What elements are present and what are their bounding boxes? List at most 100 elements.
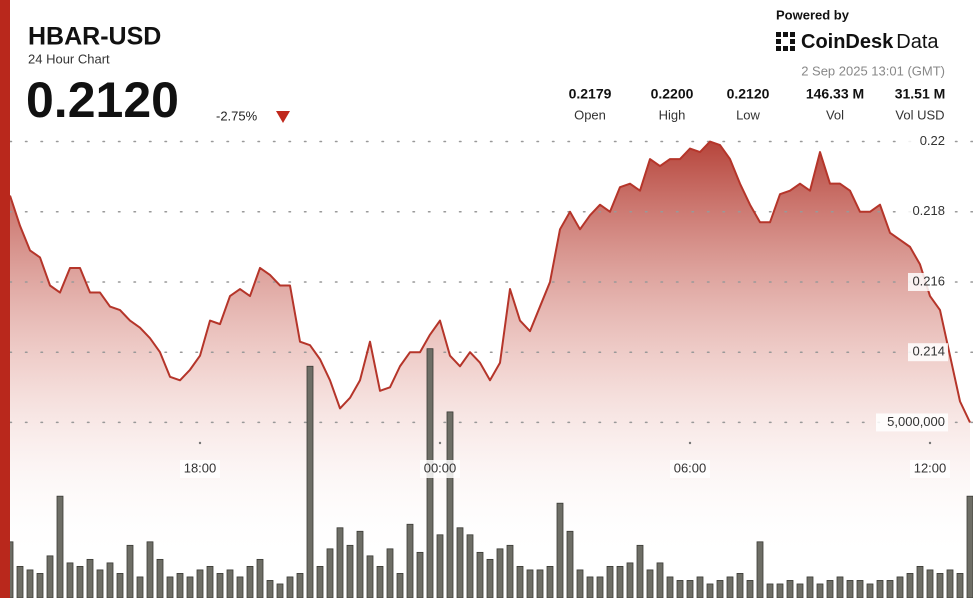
volume-bar: [436, 534, 444, 598]
volume-bar: [46, 555, 54, 598]
volume-bar: [76, 565, 84, 598]
logo-icon: [776, 32, 795, 51]
volume-bar: [546, 565, 554, 598]
volume-bar: [646, 569, 654, 598]
volume-bar: [536, 569, 544, 598]
stat-label: Open: [574, 107, 606, 122]
x-tick-mark: [438, 441, 442, 445]
volume-bar: [906, 573, 914, 598]
down-arrow: [276, 111, 290, 123]
stat-value: 0.2200: [651, 86, 694, 102]
volume-bar: [196, 569, 204, 598]
volume-bar: [676, 580, 684, 598]
y-tick-label: 0.216: [912, 273, 945, 288]
x-tick-label: 18:00: [184, 460, 217, 475]
volume-bar: [786, 580, 794, 598]
stat-value: 146.33 M: [806, 86, 864, 102]
volume-bar: [556, 502, 564, 598]
powered-by: Powered by: [776, 7, 850, 22]
volume-bar: [316, 565, 324, 598]
volume-bar: [696, 576, 704, 598]
volume-bar: [766, 583, 774, 598]
volume-bar: [366, 555, 374, 598]
price-line: [9, 140, 971, 423]
volume-bar: [726, 576, 734, 598]
volume-bar: [326, 548, 334, 598]
volume-bar: [216, 573, 224, 598]
volume-bar: [886, 580, 894, 598]
volume-bar: [746, 580, 754, 598]
volume-bar: [476, 551, 484, 598]
volume-bar: [576, 569, 584, 598]
volume-bar: [276, 583, 284, 598]
volume-bar: [386, 548, 394, 598]
price-area: [10, 141, 970, 598]
volume-bar: [666, 576, 674, 598]
volume-bar: [16, 565, 24, 598]
volume-bar: [146, 541, 154, 598]
volume-bar: [686, 580, 694, 598]
volume-bar: [256, 558, 264, 598]
volume-bar: [186, 576, 194, 598]
volume-bar: [516, 565, 524, 598]
volume-bar: [36, 573, 44, 598]
volume-bar: [266, 580, 274, 598]
tick-label-bg: [908, 343, 948, 362]
volume-bar: [206, 565, 214, 598]
volume-bar: [836, 576, 844, 598]
tick-label-bg: [420, 460, 460, 478]
tick-label-bg: [908, 202, 948, 221]
change: -2.75%: [216, 108, 258, 123]
volume-bar: [636, 544, 644, 598]
tick-label-bg: [908, 272, 948, 291]
volume-bar: [116, 573, 124, 598]
volume-bar: [916, 565, 924, 598]
volume-bar: [806, 576, 814, 598]
volume-bar: [236, 576, 244, 598]
volume-bar: [96, 569, 104, 598]
volume-bar: [926, 569, 934, 598]
stat-value: 0.2179: [569, 86, 612, 102]
x-tick-label: 06:00: [674, 460, 707, 475]
volume-bar: [856, 580, 864, 598]
x-tick-mark: [688, 441, 692, 445]
volume-bar: [846, 580, 854, 598]
volume-bar: [416, 551, 424, 598]
volume-bar: [966, 495, 973, 598]
volume-bar: [796, 583, 804, 598]
x-tick-label: 00:00: [424, 460, 457, 475]
volume-bar: [656, 562, 664, 598]
volume-bar: [946, 569, 954, 598]
volume-bar: [176, 573, 184, 598]
volume-bar: [56, 495, 64, 598]
volume-bar: [596, 576, 604, 598]
x-tick-label: 12:00: [914, 460, 947, 475]
accent-bar: [0, 0, 10, 598]
volume-bar: [296, 573, 304, 598]
volume-bar: [456, 527, 464, 598]
tick-label-bg: [180, 460, 220, 478]
volume-bar: [356, 530, 364, 598]
volume-bar: [586, 576, 594, 598]
volume-bar: [896, 576, 904, 598]
volume-bar: [336, 527, 344, 598]
volume-bar: [526, 569, 534, 598]
volume-bar: [716, 580, 724, 598]
volume-bar: [446, 411, 454, 598]
stat-label: Low: [736, 107, 760, 122]
tick-label-bg: [876, 413, 948, 432]
volume-bar: [126, 544, 134, 598]
volume-bar: [166, 576, 174, 598]
volume-bar: [506, 544, 514, 598]
stat-label: Vol USD: [895, 107, 944, 122]
volume-bar: [466, 534, 474, 598]
volume-bar: [736, 573, 744, 598]
y2-tick-label: 5,000,000: [887, 414, 945, 429]
x-tick-mark: [198, 441, 202, 445]
volume-bar: [306, 365, 314, 598]
stat-value: 31.51 M: [895, 86, 946, 102]
volume-bar: [106, 562, 114, 598]
volume-bar: [876, 580, 884, 598]
x-tick-mark: [928, 441, 932, 445]
